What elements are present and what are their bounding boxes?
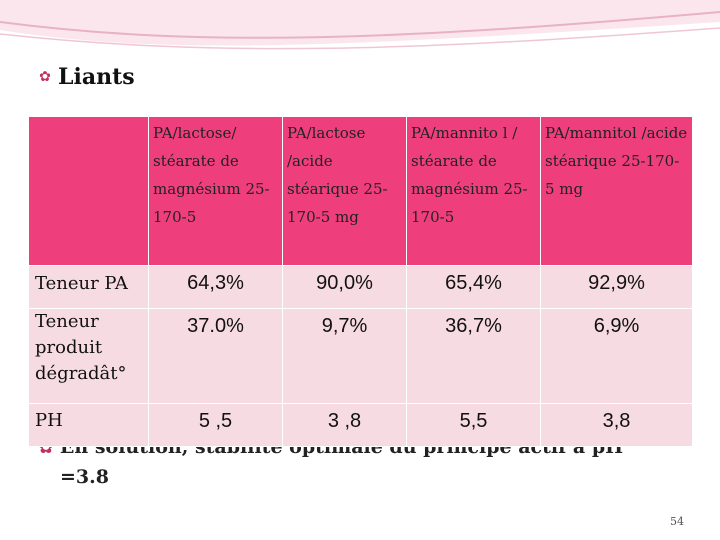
table-cell: 64,3% (148, 265, 283, 309)
bullet-icon: ✿ (39, 69, 51, 85)
binders-table: PA/lactose/ stéarate de magnésium 25-170… (28, 116, 693, 447)
row-label: PH (28, 403, 149, 447)
table-row: Teneur PA 64,3% 90,0% 65,4% 92,9% (28, 265, 693, 309)
table-cell: 36,7% (406, 308, 541, 404)
table-cell: 65,4% (406, 265, 541, 309)
table-header-row: PA/lactose/ stéarate de magnésium 25-170… (28, 116, 693, 266)
header-cell-lactose-stearate-mg: PA/lactose/ stéarate de magnésium 25-170… (148, 116, 283, 266)
table-cell: 3,8 (540, 403, 693, 447)
table-cell: 5,5 (406, 403, 541, 447)
table-cell: 6,9% (540, 308, 693, 404)
header-cell-lactose-stearic-acid: PA/lactose /acide stéarique 25-170-5 mg (282, 116, 407, 266)
table-cell: 5 ,5 (148, 403, 283, 447)
table-row: Teneur produit dégradât° 37.0% 9,7% 36,7… (28, 308, 693, 404)
stability-note-line2: =3.8 (60, 466, 109, 488)
header-cell-empty (28, 116, 149, 266)
slide-title: Liants (58, 64, 135, 90)
header-cell-mannitol-stearic-acid: PA/mannitol /acide stéarique 25-170-5 mg (540, 116, 693, 266)
page-number: 54 (670, 515, 684, 528)
header-cell-mannitol-stearate-mg: PA/mannito l / stéarate de magnésium 25-… (406, 116, 541, 266)
table-cell: 37.0% (148, 308, 283, 404)
table-row: PH 5 ,5 3 ,8 5,5 3,8 (28, 403, 693, 447)
table-cell: 92,9% (540, 265, 693, 309)
table-cell: 9,7% (282, 308, 407, 404)
row-label: Teneur PA (28, 265, 149, 309)
table-cell: 3 ,8 (282, 403, 407, 447)
header-decoration (0, 0, 720, 50)
row-label: Teneur produit dégradât° (28, 308, 149, 404)
table-cell: 90,0% (282, 265, 407, 309)
title-row: ✿ Liants (36, 64, 135, 90)
